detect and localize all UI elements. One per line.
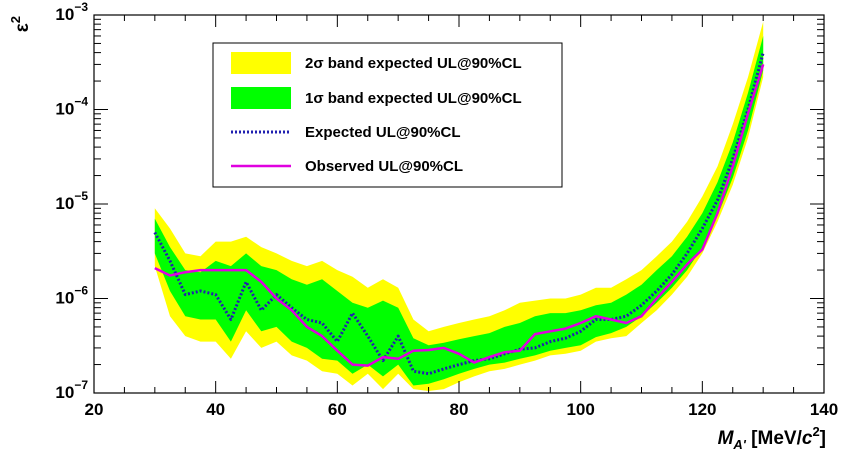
- legend-swatch-band: [231, 52, 291, 74]
- band-1sigma: [154, 36, 764, 386]
- legend-swatch-band: [231, 87, 291, 109]
- series-layer: [153, 21, 765, 391]
- x-tick-label: 60: [328, 400, 347, 419]
- x-tick-label: 80: [450, 400, 469, 419]
- y-tick-label: 10−6: [55, 284, 88, 308]
- x-tick-label: 140: [810, 400, 838, 419]
- legend-label: 2σ band expected UL@90%CL: [305, 55, 522, 72]
- y-tick-label: 10−7: [55, 378, 88, 402]
- legend-label: Expected UL@90%CL: [305, 124, 461, 141]
- x-axis-title: MA' [MeV/c2]: [718, 424, 826, 452]
- axis-ticks: [93, 14, 825, 394]
- axis-tick-labels: 20 40 60 80 100 120 140 10−7 10−6 10−5 10−4 10−3: [55, 0, 838, 419]
- x-tick-label: 120: [688, 400, 716, 419]
- observed-limit-line: [154, 64, 765, 367]
- y-tick-label: 10−4: [55, 95, 88, 119]
- legend-label: Observed UL@90%CL: [305, 158, 463, 175]
- y-axis-title: ε2: [8, 16, 33, 32]
- legend-label: 1σ band expected UL@90%CL: [305, 90, 522, 107]
- x-tick-label: 100: [566, 400, 594, 419]
- axis-titles: MA' [MeV/c2] ε2: [8, 16, 826, 452]
- x-tick-label: 40: [206, 400, 225, 419]
- legend: 2σ band expected UL@90%CL 1σ band expecte…: [212, 42, 563, 188]
- y-tick-label: 10−5: [55, 189, 88, 213]
- y-tick-label: 10−3: [55, 0, 88, 24]
- x-tick-label: 20: [85, 400, 104, 419]
